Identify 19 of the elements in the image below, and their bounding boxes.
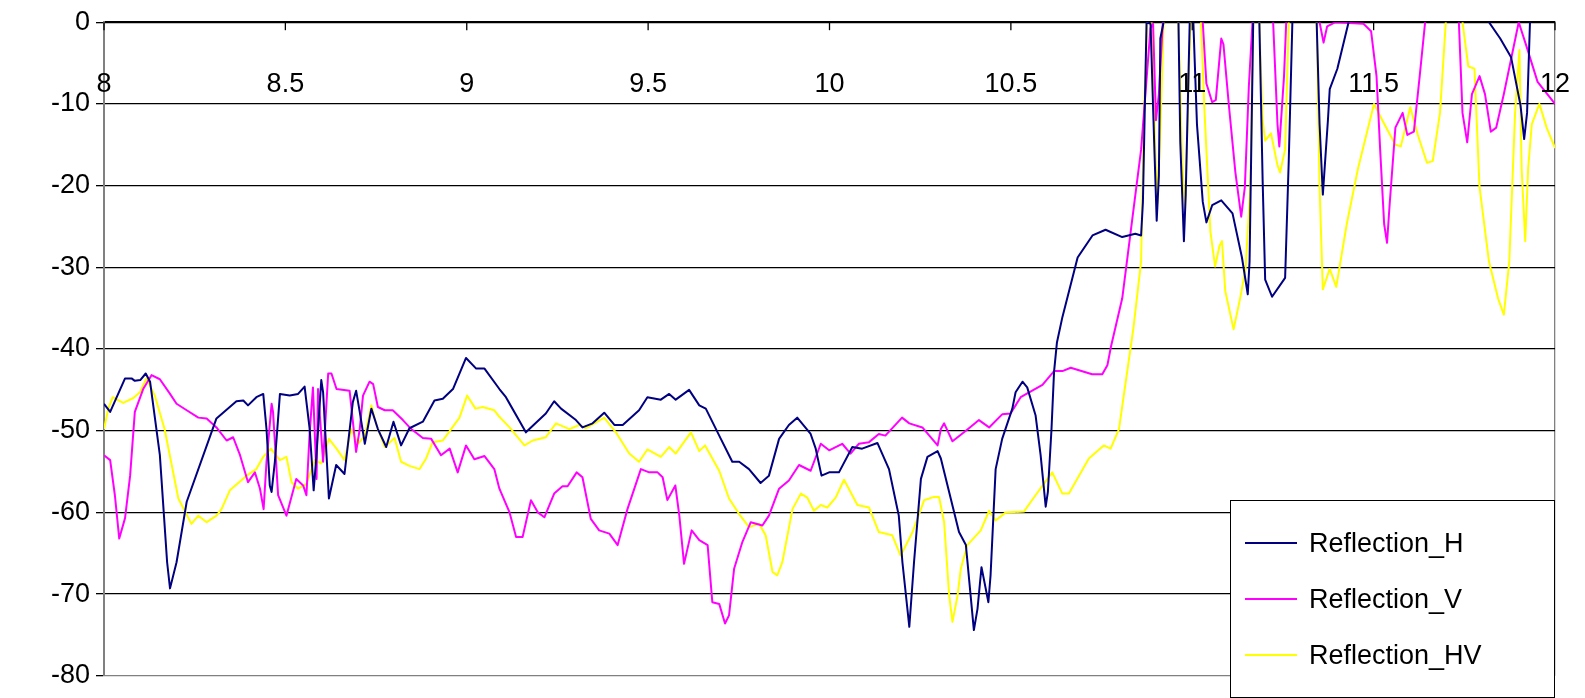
x-tick-label: 10 xyxy=(814,67,845,98)
y-tick-label: -20 xyxy=(50,169,90,200)
legend-label: Reflection_HV xyxy=(1309,639,1482,671)
y-tick-label: -30 xyxy=(50,250,90,281)
x-tick-label: 9 xyxy=(459,67,475,98)
x-tick-label: 8 xyxy=(96,67,112,98)
legend-label: Reflection_V xyxy=(1309,583,1463,615)
y-tick-label: -10 xyxy=(50,87,90,118)
y-tick-label: -40 xyxy=(50,332,90,363)
x-tick-label: 9.5 xyxy=(629,67,667,98)
y-tick-label: -70 xyxy=(50,577,90,608)
x-tick-label: 12 xyxy=(1539,67,1571,98)
x-tick-label: 10.5 xyxy=(984,67,1038,98)
y-tick-label: -50 xyxy=(50,414,90,445)
x-tick-label: 8.5 xyxy=(266,67,305,98)
y-tick-label: -80 xyxy=(50,659,90,690)
legend-label: Reflection_H xyxy=(1309,527,1464,559)
y-tick-label: 0 xyxy=(74,5,90,36)
y-tick-label: -60 xyxy=(50,495,90,526)
